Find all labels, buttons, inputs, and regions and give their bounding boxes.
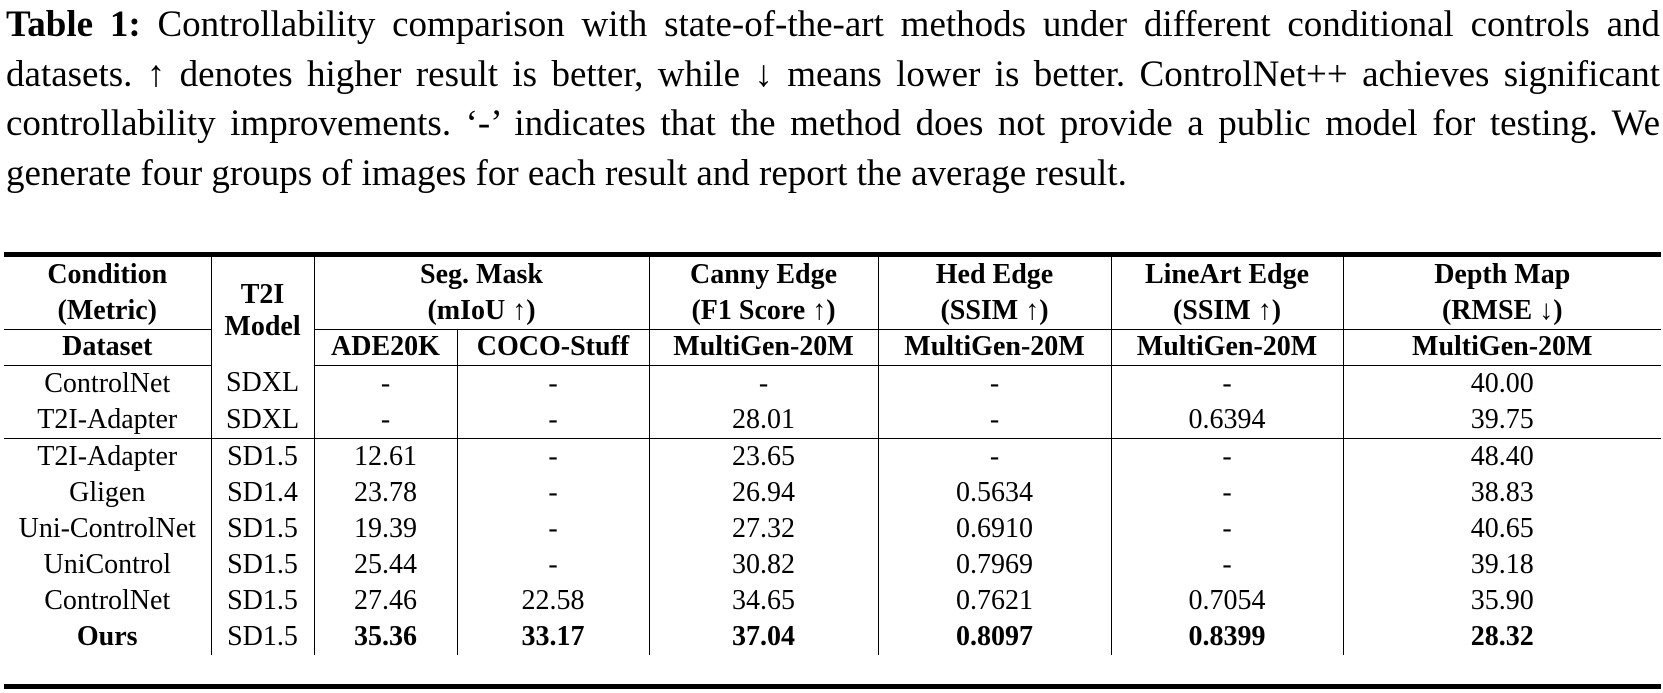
value-cell: - (1111, 474, 1344, 511)
value-cell: 39.75 (1470, 403, 1534, 435)
header-dataset: Dataset (4, 329, 212, 366)
value-cell: 23.65 (649, 437, 879, 475)
model-cell: SD1.4 (211, 474, 315, 511)
value-cell: - (314, 365, 458, 402)
value-cell: 12.61 (314, 437, 458, 475)
table-row: ControlNet SDXL - - - - - 40.00 (4, 365, 1661, 402)
value-cell: - (457, 365, 650, 402)
header-seg-metric: (mIoU ↑) (314, 293, 650, 330)
value-cell: - (878, 401, 1112, 438)
value-cell: 38.83 (1470, 476, 1534, 508)
table-row: Gligen SD1.4 23.78 - 26.94 0.5634 - 38.8… (4, 474, 1661, 511)
value-cell: 25.44 (314, 546, 458, 583)
model-cell: SD1.5 (211, 582, 315, 619)
value-cell: 35.90 (1470, 584, 1534, 616)
value-cell: 35.36 (314, 618, 458, 655)
value-cell: - (649, 365, 879, 402)
header-seg-mask: Seg. Mask (314, 256, 650, 293)
value-cell: 27.32 (649, 510, 879, 547)
value-cell: - (878, 437, 1112, 475)
caption-label: Table 1: (6, 4, 141, 45)
dataset-multigen-depth: MultiGen-20M (1343, 329, 1661, 366)
table-row: T2I-Adapter SD1.5 12.61 - 23.65 - - 48.4… (4, 437, 1661, 475)
bottom-rule (4, 684, 1661, 689)
value-cell: - (457, 474, 650, 511)
method-cell: ControlNet (4, 582, 212, 619)
value-cell: 0.6394 (1111, 401, 1344, 438)
dataset-multigen-canny: MultiGen-20M (649, 329, 879, 366)
header-hed-metric: (SSIM ↑) (878, 293, 1112, 330)
value-cell: 40.65 (1470, 512, 1534, 544)
value-cell: 26.94 (649, 474, 879, 511)
header-canny-metric: (F1 Score ↑) (649, 293, 879, 330)
value-cell: 37.04 (649, 618, 879, 655)
table-row-ours: Ours SD1.5 35.36 33.17 37.04 0.8097 0.83… (4, 618, 1661, 655)
model-cell: SDXL (211, 401, 315, 438)
value-cell: 0.8097 (878, 618, 1112, 655)
header-condition: Condition (4, 256, 212, 293)
value-cell: 19.39 (314, 510, 458, 547)
value-cell: 22.58 (457, 582, 650, 619)
method-cell: ControlNet (4, 365, 212, 402)
header-metric: (Metric) (4, 293, 212, 330)
table-row: T2I-Adapter SDXL - - 28.01 - 0.6394 39.7… (4, 401, 1661, 438)
value-cell: - (314, 401, 458, 438)
table-row: Uni-ControlNet SD1.5 19.39 - 27.32 0.691… (4, 510, 1661, 547)
value-cell: 0.6910 (878, 510, 1112, 547)
value-cell: - (457, 546, 650, 583)
model-cell: SDXL (211, 365, 315, 402)
header-lineart-metric: (SSIM ↑) (1111, 293, 1344, 330)
value-cell: 0.5634 (878, 474, 1112, 511)
table-row: ControlNet SD1.5 27.46 22.58 34.65 0.762… (4, 582, 1661, 619)
controllability-table: Condition T2I Model Seg. Mask Canny Edge… (4, 256, 1661, 655)
model-cell: SD1.5 (211, 546, 315, 583)
model-cell: SD1.5 (211, 510, 315, 547)
method-cell: Uni-ControlNet (4, 510, 212, 547)
method-cell: T2I-Adapter (4, 437, 212, 475)
header-depth-metric: (RMSE ↓) (1343, 293, 1661, 330)
dataset-multigen-hed: MultiGen-20M (878, 329, 1112, 366)
value-cell: 0.7054 (1111, 582, 1344, 619)
value-cell: 23.78 (314, 474, 458, 511)
method-cell: T2I-Adapter (4, 401, 212, 438)
value-cell: - (1111, 510, 1344, 547)
method-cell: Ours (4, 618, 212, 655)
value-cell: 34.65 (649, 582, 879, 619)
model-cell: SD1.5 (211, 618, 315, 655)
header-lineart-edge: LineArt Edge (1111, 256, 1344, 293)
dataset-ade20k: ADE20K (314, 329, 458, 366)
value-cell: 0.7621 (878, 582, 1112, 619)
header-canny-edge: Canny Edge (649, 256, 879, 293)
header-hed-edge: Hed Edge (878, 256, 1112, 293)
value-cell: 28.32 (1470, 620, 1534, 652)
value-cell: - (1111, 546, 1344, 583)
value-cell: - (457, 437, 650, 475)
method-cell: Gligen (4, 474, 212, 511)
top-rule (4, 252, 1661, 257)
value-cell: 33.17 (457, 618, 650, 655)
method-cell: UniControl (4, 546, 212, 583)
value-cell: - (457, 510, 650, 547)
value-cell: - (1111, 365, 1344, 402)
header-depth-map: Depth Map (1434, 258, 1571, 290)
caption-text: Controllability comparison with state-of… (6, 4, 1660, 194)
value-cell: 39.18 (1470, 548, 1534, 580)
value-cell: - (457, 401, 650, 438)
dataset-multigen-lineart: MultiGen-20M (1111, 329, 1344, 366)
table-caption: Table 1: Controllability comparison with… (6, 0, 1660, 198)
value-cell: 30.82 (649, 546, 879, 583)
model-cell: SD1.5 (211, 437, 315, 475)
table-row: UniControl SD1.5 25.44 - 30.82 0.7969 - … (4, 546, 1661, 583)
header-t2i-model: T2I Model (211, 256, 315, 365)
value-cell: 0.7969 (878, 546, 1112, 583)
value-cell: 28.01 (649, 401, 879, 438)
value-cell: 0.8399 (1111, 618, 1344, 655)
value-cell: - (1111, 437, 1344, 475)
dataset-coco-stuff: COCO-Stuff (457, 329, 650, 366)
value-cell: 27.46 (314, 582, 458, 619)
value-cell: 40.00 (1470, 367, 1534, 399)
value-cell: 48.40 (1343, 437, 1661, 475)
value-cell: - (878, 365, 1112, 402)
